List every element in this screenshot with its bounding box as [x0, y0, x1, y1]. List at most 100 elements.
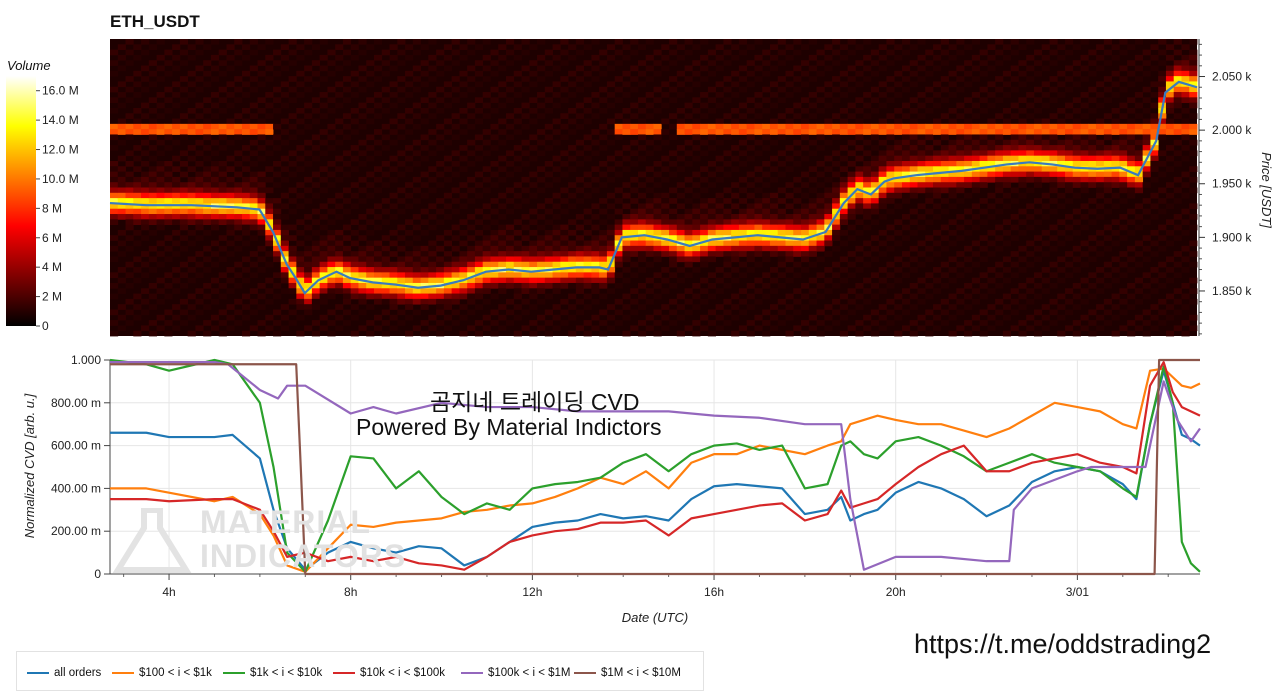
heatmap-cell	[342, 134, 352, 141]
heatmap-cell	[1127, 219, 1136, 226]
heatmap-cell	[1033, 107, 1043, 114]
heatmap-cell	[575, 113, 585, 119]
heatmap-cell	[1127, 134, 1136, 141]
heatmap-cell	[560, 187, 569, 194]
heatmap-cell	[948, 203, 957, 210]
heatmap-cell	[125, 214, 134, 220]
heatmap-cell	[925, 208, 934, 215]
heatmap-cell	[187, 182, 196, 188]
cvd-y-tick-label: 600.00 m	[51, 439, 101, 453]
heatmap-cell	[381, 235, 390, 241]
heatmap-cell	[816, 171, 825, 178]
heatmap-cell	[956, 123, 965, 130]
heatmap-cell	[583, 118, 592, 125]
heatmap-cell	[257, 134, 266, 141]
heatmap-cell	[653, 309, 662, 316]
heatmap-cell	[412, 214, 421, 220]
heatmap-cell	[156, 192, 165, 199]
heatmap-cell	[1002, 92, 1012, 98]
heatmap-cell	[1096, 102, 1105, 109]
heatmap-cell	[700, 208, 709, 215]
heatmap-cell	[350, 155, 359, 162]
heatmap-cell	[125, 86, 134, 93]
heatmap-cell	[630, 272, 639, 279]
heatmap-cell	[738, 224, 748, 231]
heatmap-cell	[373, 272, 383, 279]
heatmap-cell	[117, 155, 126, 162]
heatmap-cell	[1181, 245, 1190, 252]
heatmap-cell	[1041, 277, 1050, 284]
heatmap-cell	[769, 54, 779, 61]
heatmap-cell	[218, 171, 227, 178]
heatmap-cell	[568, 261, 577, 268]
heatmap-cell	[847, 123, 856, 130]
heatmap-cell	[459, 267, 468, 273]
heatmap-cell	[373, 240, 383, 247]
heatmap-cell	[210, 261, 220, 268]
heatmap-cell	[847, 182, 856, 188]
heatmap-cell	[241, 293, 251, 300]
heatmap-cell	[273, 203, 282, 210]
heatmap-cell	[133, 155, 142, 162]
heatmap-cell	[241, 44, 251, 51]
heatmap-cell	[769, 229, 779, 236]
heatmap-cell	[925, 49, 934, 56]
heatmap-cell	[1049, 309, 1058, 316]
heatmap-cell	[412, 102, 421, 109]
heatmap-cell	[187, 198, 196, 204]
heatmap-cell	[311, 192, 321, 199]
heatmap-cell	[637, 240, 647, 247]
legend-swatch	[112, 671, 134, 674]
heatmap-cell	[311, 134, 321, 141]
heatmap-cell	[1049, 282, 1058, 289]
heatmap-cell	[249, 102, 258, 109]
heatmap-cell	[443, 176, 453, 183]
heatmap-cell	[1111, 145, 1120, 151]
heatmap-cell	[467, 224, 476, 231]
cvd-y-tick-label: 1.000	[71, 353, 101, 367]
heatmap-cell	[1150, 145, 1159, 151]
heatmap-cell	[366, 192, 375, 199]
heatmap-cell	[653, 134, 662, 141]
heatmap-cell	[405, 54, 414, 61]
heatmap-cell	[521, 288, 530, 294]
heatmap-cell	[1158, 224, 1167, 231]
heatmap-cell	[956, 187, 965, 194]
heatmap-cell	[1189, 65, 1198, 72]
heatmap-cell	[358, 261, 367, 268]
heatmap-cell	[1111, 129, 1120, 135]
heatmap-cell	[381, 267, 390, 273]
heatmap-cell	[738, 86, 748, 93]
heatmap-cell	[971, 160, 980, 167]
heatmap-cell	[940, 208, 949, 215]
heatmap-cell	[645, 150, 654, 157]
heatmap-cell	[630, 65, 639, 72]
heatmap-cell	[614, 60, 623, 66]
heatmap-cell	[1158, 298, 1167, 305]
heatmap-cell	[179, 261, 189, 268]
heatmap-cell	[622, 123, 631, 130]
heatmap-cell	[436, 198, 445, 204]
heatmap-cell	[552, 44, 561, 51]
heatmap-cell	[731, 314, 740, 321]
heatmap-cell	[366, 293, 375, 300]
heatmap-cell	[948, 107, 957, 114]
heatmap-cell	[319, 293, 328, 300]
heatmap-cell	[420, 251, 429, 257]
heatmap-cell	[133, 107, 142, 114]
heatmap-cell	[886, 166, 895, 172]
heatmap-cell	[1150, 102, 1159, 109]
heatmap-cell	[358, 272, 367, 279]
heatmap-cell	[241, 107, 251, 114]
heatmap-cell	[141, 123, 150, 130]
heatmap-cell	[1065, 86, 1074, 93]
heatmap-cell	[909, 282, 918, 289]
heatmap-cell	[288, 86, 297, 93]
heatmap-cell	[956, 288, 965, 294]
heatmap-cell	[148, 155, 157, 162]
telegram-link[interactable]: https://t.me/oddstrading2	[914, 629, 1212, 659]
heatmap-cell	[661, 240, 670, 247]
heatmap-cell	[513, 293, 522, 300]
heatmap-cell	[1002, 182, 1012, 188]
